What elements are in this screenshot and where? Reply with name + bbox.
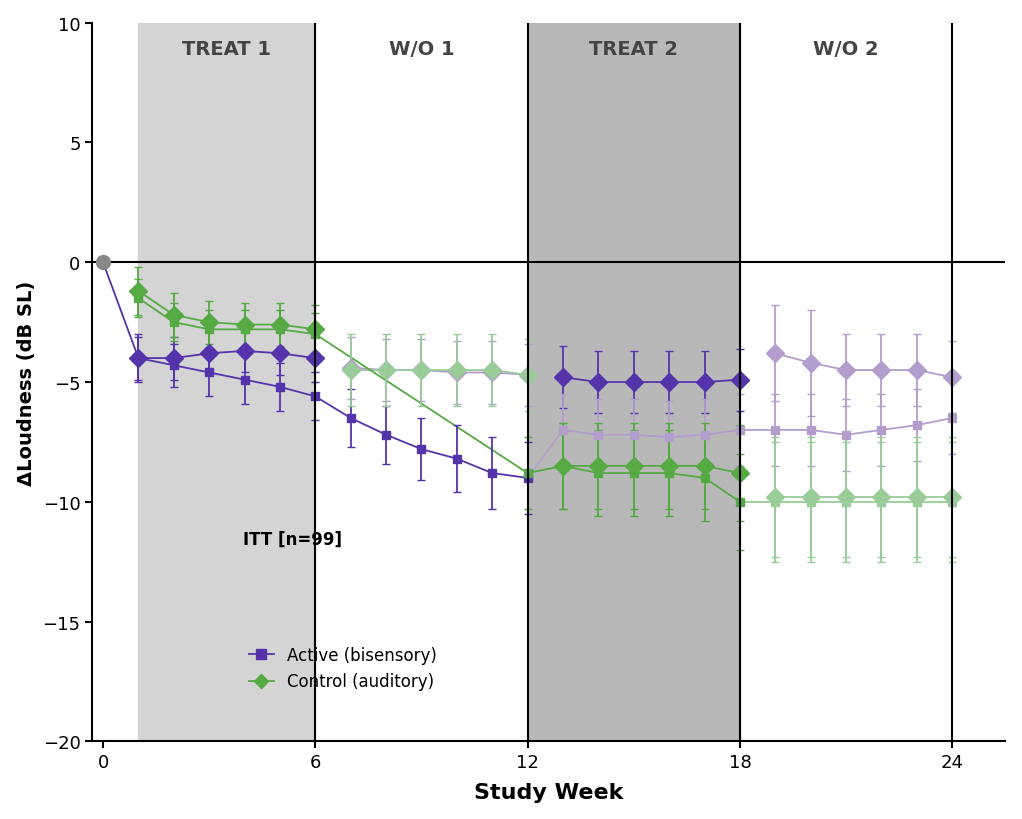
Bar (138, 24, 316, 741)
Text: W/O 1: W/O 1 (388, 40, 455, 59)
Bar (527, 24, 740, 741)
Text: W/O 2: W/O 2 (814, 40, 879, 59)
X-axis label: Study Week: Study Week (474, 782, 623, 803)
Legend: Active (bisensory), Control (auditory): Active (bisensory), Control (auditory) (242, 640, 444, 697)
Text: TREAT 2: TREAT 2 (590, 40, 679, 59)
Text: ITT [n=99]: ITT [n=99] (243, 530, 342, 548)
Y-axis label: ΔLoudness (dB SL): ΔLoudness (dB SL) (16, 280, 36, 485)
Text: TREAT 1: TREAT 1 (182, 40, 272, 59)
